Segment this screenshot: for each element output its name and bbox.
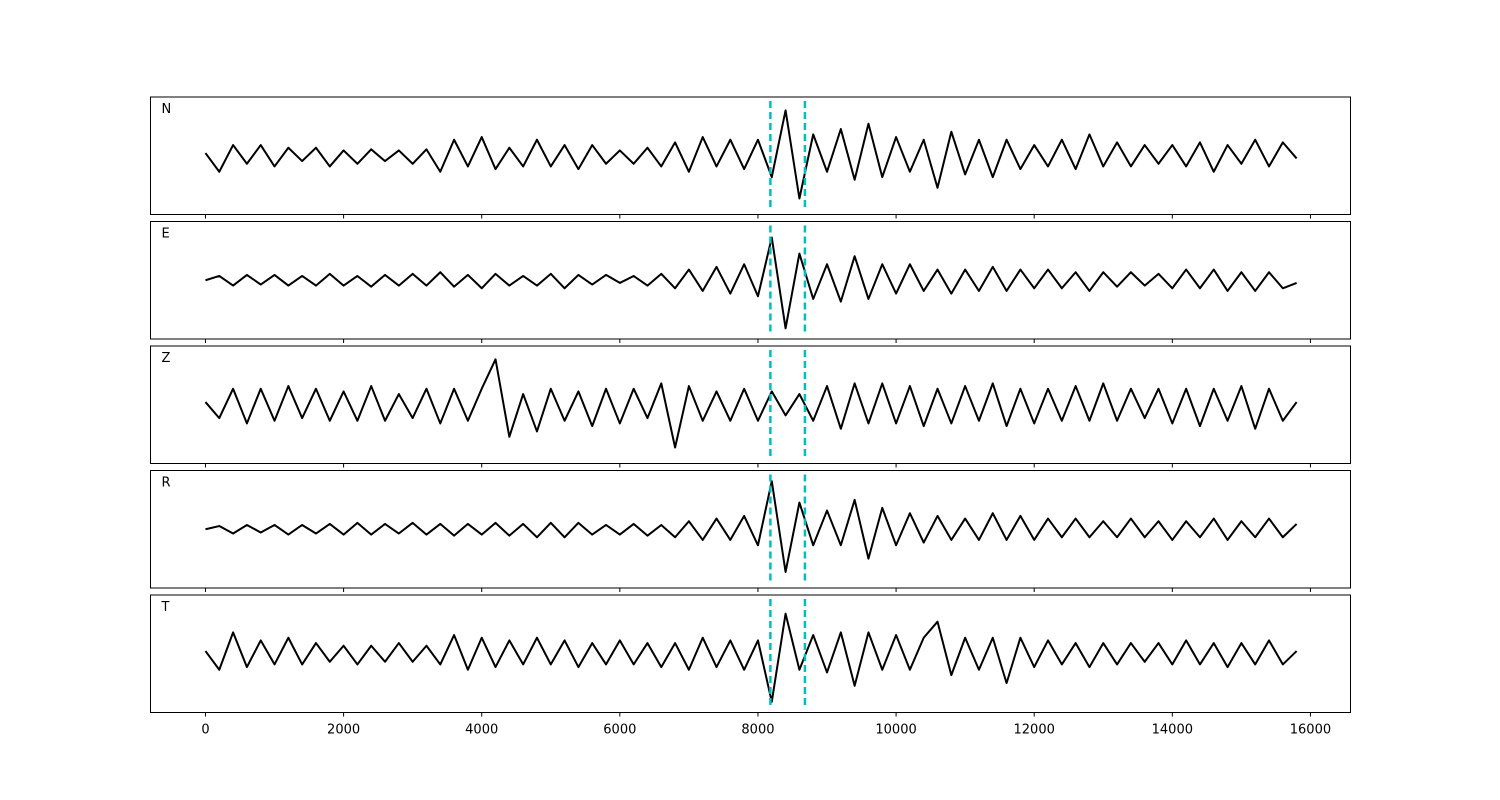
waveform [204,109,1298,200]
x-tick-label: 10000 [875,723,916,738]
waveform [205,480,1298,573]
waveform [205,236,1297,330]
x-tick-label: 12000 [1014,723,1055,738]
panel-label: T [161,600,170,615]
panel-frame [150,96,1351,215]
x-tick-label: 8000 [741,723,774,738]
waveform [204,358,1298,449]
waveform [204,612,1298,703]
panel-label: R [162,476,171,491]
panel-label: N [162,102,172,117]
x-tick-label: 0 [201,723,209,738]
panel-frame [150,594,1351,713]
x-tick-label: 2000 [327,723,360,738]
x-tick-label: 6000 [603,723,636,738]
panel-frame [150,345,1351,464]
panel-frame [150,221,1351,340]
x-tick-label: 16000 [1290,723,1331,738]
panel-frame [150,470,1351,589]
panel-label: E [162,227,170,242]
x-tick-label: 14000 [1152,723,1193,738]
panel-label: Z [162,351,171,366]
x-tick-label: 4000 [465,723,498,738]
